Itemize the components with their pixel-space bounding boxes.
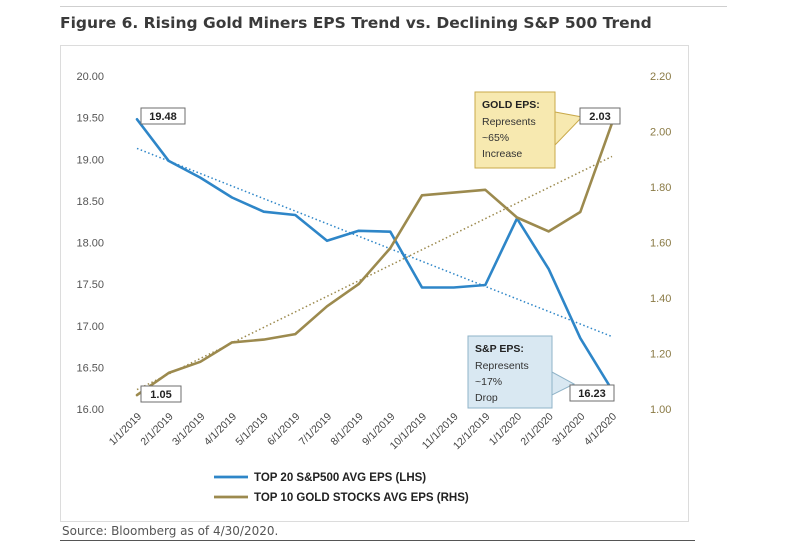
- data-label: 1.05: [150, 389, 171, 401]
- y-right-tick-label: 1.60: [650, 238, 671, 250]
- y-left-tick-label: 17.00: [76, 321, 104, 333]
- x-tick-label: 2/1/2020: [518, 411, 555, 448]
- y-left-tick-label: 18.50: [76, 196, 104, 208]
- x-tick-label: 3/1/2019: [170, 411, 207, 448]
- y-left-tick-label: 18.00: [76, 238, 104, 250]
- data-label: 19.48: [149, 111, 177, 123]
- gold-callout-line: Represents: [482, 116, 536, 128]
- x-tick-label: 8/1/2019: [328, 411, 365, 448]
- sp-callout-line: Drop: [475, 392, 498, 404]
- y-left-tick-label: 16.00: [76, 404, 104, 416]
- x-tick-label: 7/1/2019: [297, 411, 334, 448]
- gold-series-line: [135, 121, 614, 397]
- y-left-tick-label: 17.50: [76, 279, 104, 291]
- y-right-tick-label: 1.20: [650, 349, 671, 361]
- data-label-box: [140, 385, 182, 403]
- x-tick-label: 2/1/2019: [138, 411, 175, 448]
- y-right-tick-label: 2.20: [650, 71, 671, 83]
- x-tick-label: 1/1/2020: [487, 411, 524, 448]
- y-right-tick-label: 2.00: [650, 127, 671, 139]
- x-tick-label: 4/1/2019: [202, 411, 239, 448]
- sp500-trendline: [136, 147, 613, 338]
- data-label-box: [569, 384, 615, 402]
- gold-callout-line: ~65%: [482, 132, 509, 144]
- sp-callout-line: Represents: [475, 360, 529, 372]
- gold-callout-title: GOLD EPS:: [482, 99, 540, 111]
- sp-callout-title: S&P EPS:: [475, 343, 524, 355]
- data-label-box: [140, 107, 186, 125]
- gold-callout-pointer: [554, 111, 584, 147]
- gold-callout-box: [474, 91, 556, 169]
- data-label-box: [579, 107, 621, 125]
- y-right-tick-label: 1.40: [650, 293, 671, 305]
- y-left-tick-label: 16.50: [76, 362, 104, 374]
- sp-callout-line: ~17%: [475, 376, 502, 388]
- y-left-tick-label: 19.00: [76, 154, 104, 166]
- top-divider: [60, 6, 727, 7]
- sp-callout-box: [467, 335, 553, 409]
- legend-gold-label: TOP 10 GOLD STOCKS AVG EPS (RHS): [254, 492, 469, 504]
- figure-title: Figure 6. Rising Gold Miners EPS Trend v…: [60, 14, 652, 32]
- x-tick-label: 6/1/2019: [265, 411, 302, 448]
- sp-callout: S&P EPS: Represents ~17% Drop: [467, 335, 576, 409]
- data-label: 16.23: [578, 388, 606, 400]
- data-label: 2.03: [589, 111, 610, 123]
- x-tick-label: 1/1/2019: [107, 411, 144, 448]
- x-tick-label: 5/1/2019: [233, 411, 270, 448]
- bottom-divider: [60, 540, 695, 541]
- source-note: Source: Bloomberg as of 4/30/2020.: [62, 524, 279, 538]
- gold-callout: GOLD EPS: Represents ~65% Increase: [474, 91, 584, 169]
- y-left-tick-label: 20.00: [76, 71, 104, 83]
- x-tick-label: 4/1/2020: [582, 411, 619, 448]
- gold-callout-line: Increase: [482, 148, 522, 160]
- legend-sp500-label: TOP 20 S&P500 AVG EPS (LHS): [254, 472, 426, 484]
- y-right-tick-label: 1.80: [650, 182, 671, 194]
- y-left-tick-label: 19.50: [76, 113, 104, 125]
- x-tick-label: 3/1/2020: [550, 411, 587, 448]
- y-right-tick-label: 1.00: [650, 404, 671, 416]
- sp500-series-line: [135, 118, 614, 392]
